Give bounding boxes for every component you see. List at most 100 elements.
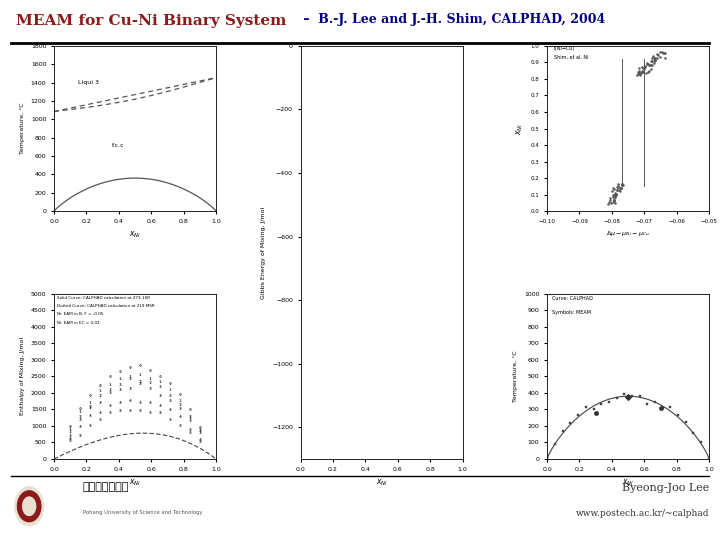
Point (634, 69, 645, 78)
Point (659, 49, 670, 57)
Point (605, 198, 616, 207)
Point (641, 59, 652, 68)
Point (174, 395, 186, 404)
Point (654, 48, 665, 56)
Text: Byeong-Joo Lee: Byeong-Joo Lee (622, 483, 709, 494)
Y-axis label: Enthalpy of Mixing, J/mol: Enthalpy of Mixing, J/mol (20, 338, 25, 415)
Point (672, 410, 684, 419)
Point (135, 360, 146, 369)
Point (648, 57, 660, 65)
Point (616, 179, 628, 188)
Point (635, 71, 647, 79)
Point (610, 190, 621, 199)
Point (660, 54, 671, 63)
Point (639, 62, 650, 71)
Point (644, 61, 656, 70)
Point (135, 369, 146, 378)
Point (104, 387, 116, 396)
Point (646, 53, 657, 62)
Point (144, 374, 156, 382)
Point (94, 386, 106, 394)
Text: Ni: EAM in B, F = -0.05: Ni: EAM in B, F = -0.05 (58, 312, 104, 316)
Text: Liqui 3: Liqui 3 (78, 80, 99, 85)
Point (125, 383, 136, 392)
Point (605, 193, 616, 202)
Point (649, 56, 661, 64)
Point (637, 64, 649, 72)
Point (174, 390, 186, 399)
Point (603, 398, 615, 407)
Point (74, 407, 86, 416)
Point (603, 199, 614, 208)
Point (616, 181, 628, 190)
Point (125, 372, 136, 381)
Point (164, 405, 176, 414)
Point (174, 400, 186, 409)
Point (607, 186, 618, 195)
Point (612, 179, 624, 188)
Text: Solid Curve: CALPHAD calculation at 273-1SR: Solid Curve: CALPHAD calculation at 273-… (58, 296, 150, 300)
Point (174, 411, 186, 420)
Point (154, 376, 166, 385)
Point (637, 68, 649, 76)
Point (607, 198, 618, 206)
Point (608, 190, 620, 199)
Point (654, 403, 666, 412)
Point (74, 404, 86, 413)
Point (154, 401, 166, 410)
Point (144, 378, 156, 387)
Point (632, 67, 644, 76)
Point (184, 427, 196, 436)
Point (641, 60, 652, 69)
Point (636, 67, 648, 76)
Point (610, 190, 621, 199)
Polygon shape (15, 487, 43, 526)
Point (557, 426, 569, 435)
Point (94, 381, 106, 389)
X-axis label: $x_{Ni}$: $x_{Ni}$ (622, 477, 634, 488)
Point (603, 198, 615, 206)
Point (644, 60, 655, 69)
Point (609, 199, 621, 207)
Point (648, 53, 660, 62)
Point (608, 184, 620, 193)
Point (634, 66, 645, 75)
Text: f(Ni→Cu): f(Ni→Cu) (554, 46, 575, 51)
Point (652, 50, 663, 59)
Point (84, 391, 96, 400)
Point (611, 183, 622, 191)
Point (588, 404, 599, 413)
Point (164, 395, 176, 404)
Point (135, 379, 146, 388)
Point (580, 403, 592, 411)
Point (164, 384, 176, 393)
Point (649, 53, 661, 62)
Point (94, 415, 106, 423)
Point (164, 415, 176, 424)
Text: Curve: CALPHAD: Curve: CALPHAD (552, 296, 593, 301)
Point (654, 52, 666, 61)
Point (611, 186, 623, 194)
Polygon shape (17, 491, 41, 522)
Point (84, 411, 96, 420)
Point (74, 431, 86, 440)
Point (642, 68, 654, 76)
Point (611, 191, 622, 199)
Point (104, 384, 116, 393)
Point (616, 179, 628, 188)
Point (616, 184, 627, 192)
Text: f.c.c: f.c.c (112, 143, 125, 148)
Point (639, 65, 650, 73)
Point (613, 185, 624, 194)
Point (688, 429, 699, 437)
Point (194, 423, 206, 431)
Point (114, 374, 126, 382)
Point (154, 407, 166, 416)
Point (607, 193, 618, 201)
Point (645, 60, 657, 69)
Point (114, 380, 126, 388)
Point (640, 69, 652, 77)
Text: Ni: EAM in EC = 0.02: Ni: EAM in EC = 0.02 (58, 321, 100, 325)
Point (657, 49, 669, 57)
Point (194, 435, 206, 443)
